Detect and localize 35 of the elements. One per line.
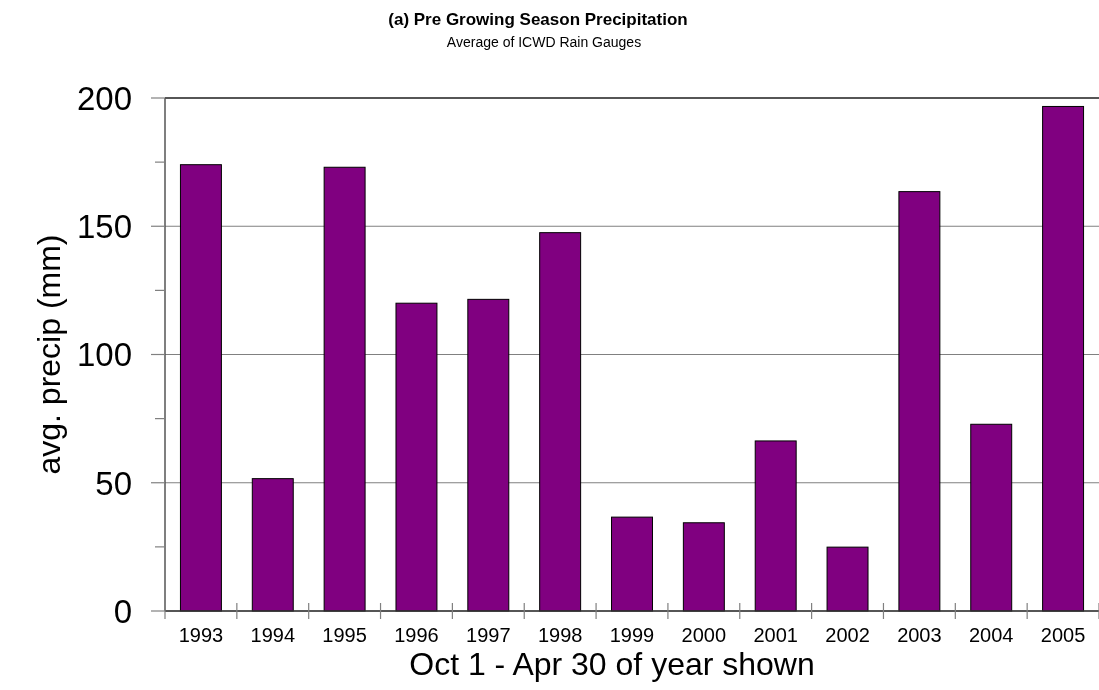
x-tick-label: 1994 <box>250 624 296 646</box>
chart-subtitle: Average of ICWD Rain Gauges <box>446 34 642 50</box>
bar <box>970 423 1013 612</box>
bar <box>611 516 653 612</box>
x-tick-label: 1997 <box>466 624 511 646</box>
bar <box>179 164 222 612</box>
y-tick-label: 200 <box>76 79 132 117</box>
bar <box>826 546 869 612</box>
x-tick-label: 2002 <box>825 624 870 646</box>
y-tick-label: 0 <box>113 592 132 630</box>
bar <box>467 298 510 612</box>
x-tick-label: 1993 <box>178 624 224 646</box>
x-tick-label: 2000 <box>681 624 727 646</box>
y-tick-label: 100 <box>76 336 132 374</box>
bar <box>682 522 725 612</box>
x-tick-label: 2005 <box>1040 624 1086 646</box>
x-tick-label: 2004 <box>968 624 1014 646</box>
bar <box>395 302 438 612</box>
x-tick-label: 2003 <box>897 624 942 646</box>
x-tick-label: 2001 <box>753 624 798 646</box>
y-tick-label: 50 <box>95 464 132 502</box>
bar <box>898 191 941 612</box>
bar <box>323 166 366 612</box>
bar <box>539 232 582 612</box>
bar <box>754 440 797 612</box>
x-tick-label: 1999 <box>609 624 655 646</box>
bar <box>1042 105 1085 612</box>
bar <box>251 478 294 612</box>
x-tick-label: 1995 <box>322 624 367 646</box>
x-tick-label: 1998 <box>537 624 583 646</box>
x-axis-title: Oct 1 - Apr 30 of year shown <box>409 646 815 682</box>
x-tick-label: 1996 <box>394 624 439 646</box>
chart-title: (a) Pre Growing Season Precipitation <box>388 10 688 29</box>
y-tick-label: 150 <box>76 208 132 246</box>
y-axis-title: avg. precip (mm) <box>30 234 67 475</box>
